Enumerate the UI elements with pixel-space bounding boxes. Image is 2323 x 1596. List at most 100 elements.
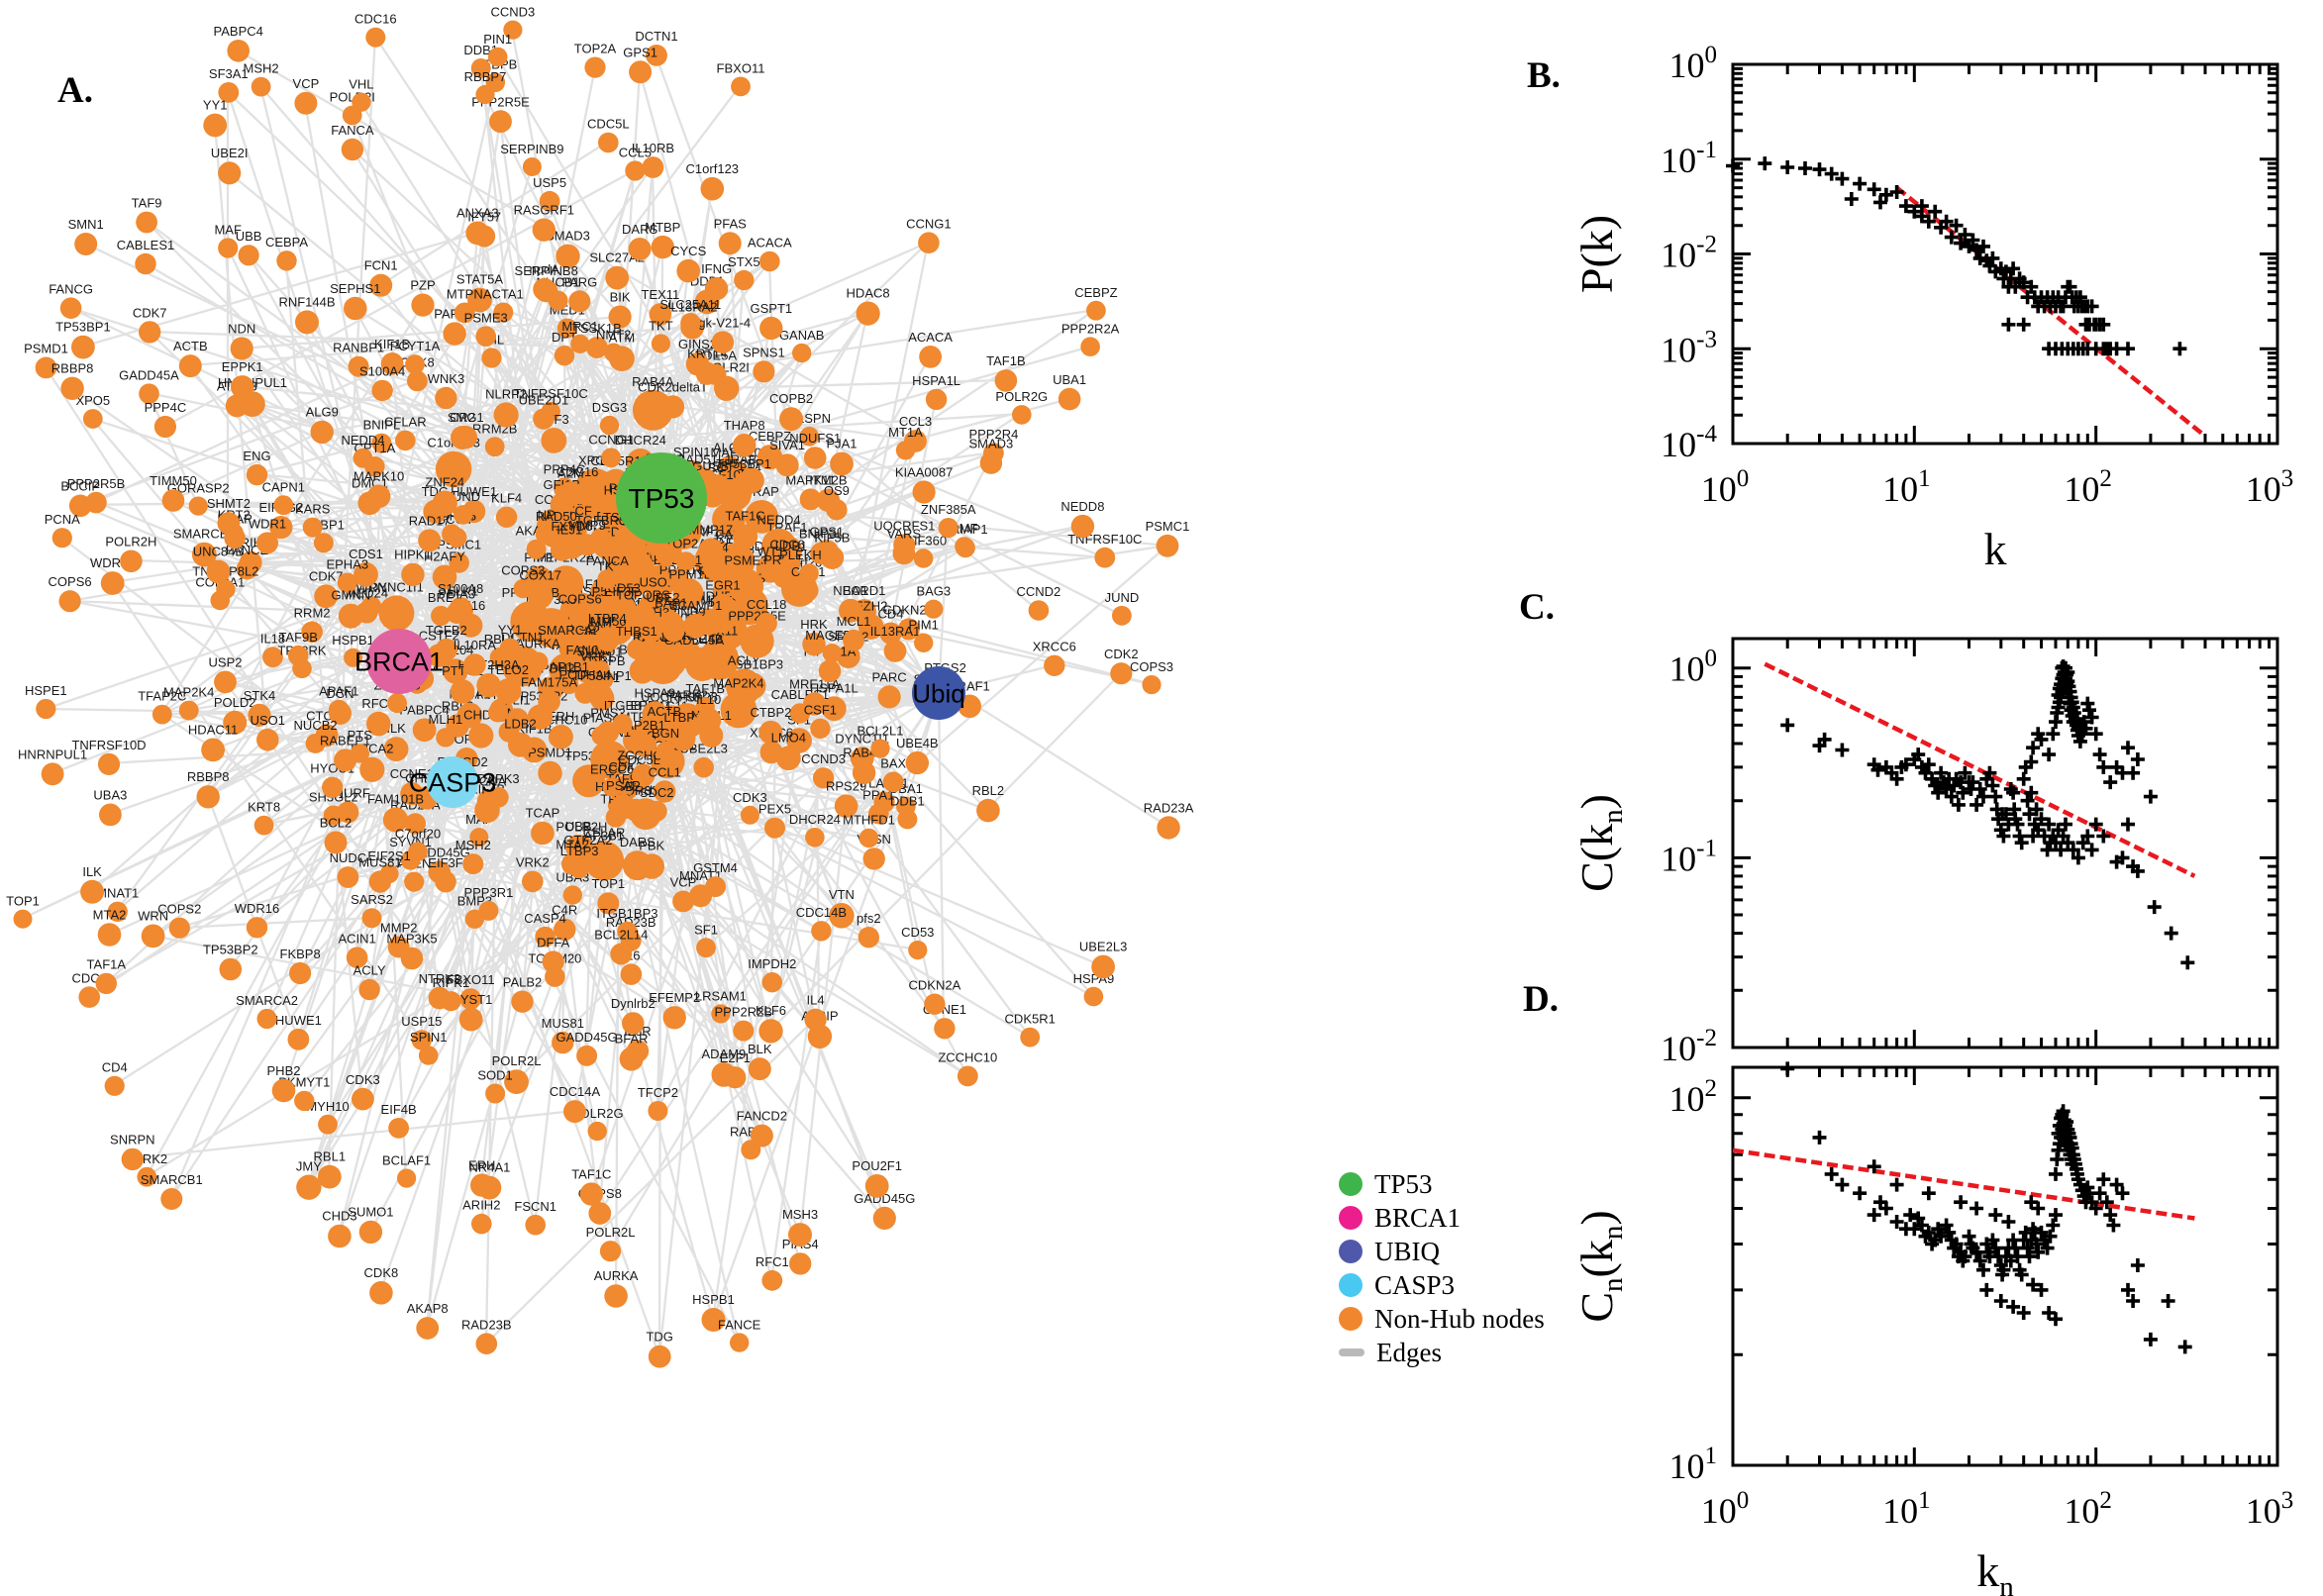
network-node[interactable]: [1142, 675, 1162, 695]
network-node[interactable]: [456, 702, 483, 729]
network-node[interactable]: [805, 828, 825, 848]
network-node[interactable]: [276, 250, 297, 271]
network-node[interactable]: [642, 156, 664, 178]
network-node[interactable]: [178, 700, 199, 721]
hub-node-brca1[interactable]: [366, 629, 432, 694]
network-node[interactable]: [495, 678, 522, 705]
network-node[interactable]: [510, 601, 552, 643]
network-node[interactable]: [161, 489, 185, 512]
network-node[interactable]: [870, 739, 890, 758]
network-node[interactable]: [924, 599, 944, 619]
network-node[interactable]: [864, 1174, 889, 1198]
network-node[interactable]: [720, 691, 758, 729]
network-node[interactable]: [353, 448, 373, 468]
network-node[interactable]: [651, 334, 671, 353]
network-node[interactable]: [675, 551, 696, 572]
network-node[interactable]: [642, 701, 667, 727]
network-node[interactable]: [153, 415, 176, 439]
network-node[interactable]: [830, 451, 854, 476]
network-node[interactable]: [629, 60, 653, 84]
network-node[interactable]: [574, 682, 596, 704]
network-node[interactable]: [139, 321, 161, 344]
network-node[interactable]: [346, 947, 368, 968]
network-node[interactable]: [789, 1252, 812, 1275]
network-node[interactable]: [994, 369, 1018, 392]
network-node[interactable]: [658, 611, 683, 636]
hub-node-ubiq[interactable]: [912, 666, 965, 720]
network-node[interactable]: [718, 232, 742, 255]
network-node[interactable]: [558, 481, 583, 506]
network-node[interactable]: [454, 302, 475, 324]
network-node[interactable]: [506, 708, 529, 731]
network-node[interactable]: [822, 644, 842, 663]
network-node[interactable]: [196, 785, 220, 809]
network-node[interactable]: [647, 645, 671, 670]
network-node[interactable]: [236, 557, 258, 580]
network-node[interactable]: [478, 900, 499, 921]
network-node[interactable]: [251, 76, 271, 97]
network-node[interactable]: [253, 815, 274, 836]
network-node[interactable]: [568, 607, 591, 629]
network-node[interactable]: [395, 430, 416, 451]
network-node[interactable]: [489, 110, 512, 134]
network-node[interactable]: [302, 517, 323, 538]
network-node[interactable]: [905, 750, 929, 775]
network-node[interactable]: [432, 490, 457, 516]
network-node[interactable]: [908, 941, 928, 960]
network-node[interactable]: [137, 1166, 157, 1187]
network-node[interactable]: [775, 453, 799, 477]
network-node[interactable]: [576, 1045, 598, 1066]
network-node[interactable]: [654, 780, 676, 803]
network-node[interactable]: [160, 1188, 183, 1210]
network-node[interactable]: [487, 47, 508, 67]
network-node[interactable]: [203, 113, 228, 138]
network-node[interactable]: [632, 389, 673, 431]
network-node[interactable]: [508, 732, 533, 757]
network-node[interactable]: [919, 346, 942, 368]
network-node[interactable]: [1080, 337, 1100, 357]
network-node[interactable]: [435, 386, 457, 410]
network-node[interactable]: [513, 578, 534, 599]
network-node[interactable]: [238, 245, 259, 266]
network-node[interactable]: [71, 335, 95, 359]
network-node[interactable]: [80, 879, 105, 904]
network-node[interactable]: [446, 602, 467, 624]
network-node[interactable]: [556, 318, 577, 339]
network-node[interactable]: [468, 723, 494, 748]
network-node[interactable]: [554, 918, 576, 941]
network-node[interactable]: [104, 1075, 125, 1096]
network-node[interactable]: [168, 917, 190, 939]
network-node[interactable]: [341, 138, 364, 161]
network-node[interactable]: [447, 527, 467, 549]
network-node[interactable]: [734, 269, 755, 291]
network-node[interactable]: [99, 803, 122, 827]
network-node[interactable]: [803, 447, 827, 469]
network-node[interactable]: [358, 1220, 383, 1245]
network-node[interactable]: [811, 921, 832, 942]
network-node[interactable]: [604, 1284, 628, 1308]
network-node[interactable]: [246, 917, 268, 939]
network-node[interactable]: [475, 326, 497, 348]
network-node[interactable]: [892, 542, 916, 565]
network-node[interactable]: [1058, 387, 1081, 411]
network-node[interactable]: [218, 82, 240, 103]
network-node[interactable]: [539, 190, 560, 212]
network-node[interactable]: [301, 621, 323, 644]
network-node[interactable]: [812, 767, 835, 789]
hub-node-tp53[interactable]: [616, 452, 707, 544]
network-node[interactable]: [231, 375, 254, 399]
network-node[interactable]: [753, 360, 775, 383]
network-node[interactable]: [712, 593, 734, 615]
network-node[interactable]: [218, 161, 242, 185]
network-node[interactable]: [476, 673, 501, 698]
network-node[interactable]: [852, 760, 876, 785]
network-node[interactable]: [829, 903, 855, 929]
network-node[interactable]: [611, 596, 637, 622]
network-node[interactable]: [404, 813, 426, 835]
network-node[interactable]: [1044, 654, 1065, 676]
network-node[interactable]: [646, 800, 667, 822]
network-node[interactable]: [656, 741, 675, 760]
network-node[interactable]: [503, 20, 523, 40]
network-node[interactable]: [481, 348, 502, 368]
network-node[interactable]: [834, 794, 858, 818]
